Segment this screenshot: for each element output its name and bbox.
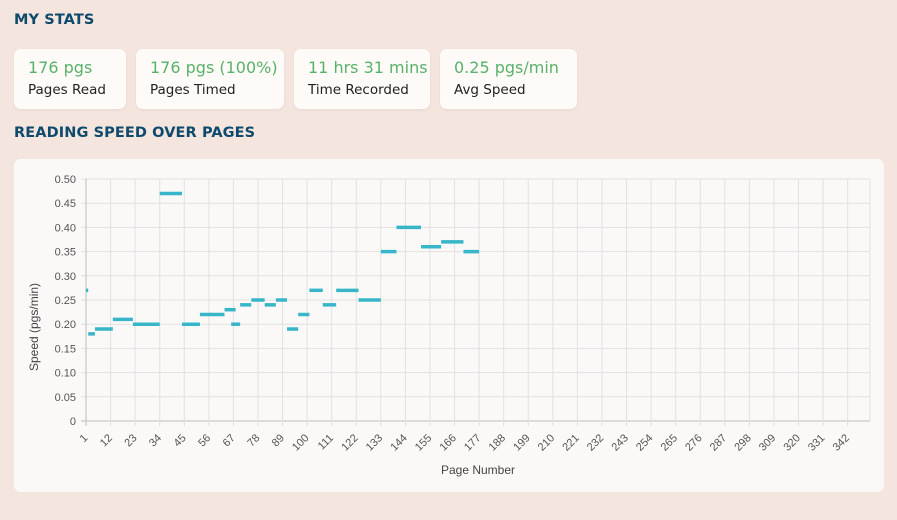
stat-value: 176 pgs (100%)	[150, 58, 278, 77]
stat-label: Pages Read	[28, 82, 106, 98]
reading-speed-title: READING SPEED OVER PAGES	[14, 125, 256, 141]
stat-value: 0.25 pgs/min	[454, 58, 559, 77]
y-tick-label: 0.05	[55, 392, 76, 404]
stat-label: Avg Speed	[454, 82, 526, 98]
stat-card-avg-speed: 0.25 pgs/min Avg Speed	[440, 49, 577, 109]
x-tick-label: 133	[364, 432, 385, 453]
my-stats-title: MY STATS	[14, 12, 95, 28]
x-tick-label: 34	[147, 432, 164, 449]
y-tick-labels: 0 0.05 0.10 0.15 0.20 0.25 0.30 0.35 0.40 0.45 0.5…	[55, 174, 76, 428]
stat-value: 11 hrs 31 mins	[308, 58, 428, 77]
x-tick-label: 199	[511, 432, 532, 453]
x-axis-label: Page Number	[441, 463, 515, 477]
x-tick-label: 111	[316, 432, 336, 452]
stat-card-time-recorded: 11 hrs 31 mins Time Recorded	[294, 49, 430, 109]
y-tick-label: 0.40	[55, 222, 76, 234]
y-axis-label: Speed (pgs/min)	[27, 283, 41, 371]
x-tick-label: 210	[536, 432, 557, 453]
x-tick-label: 276	[683, 432, 704, 453]
chart-grid	[81, 178, 871, 426]
x-tick-label: 298	[732, 432, 753, 453]
x-tick-label: 155	[413, 432, 434, 453]
x-tick-labels: 1 12 23 34 45 56 67 78 89 100 111 122 133 144 155 166 17…	[78, 432, 852, 453]
stat-card-pages-timed: 176 pgs (100%) Pages Timed	[136, 49, 284, 109]
x-tick-label: 56	[196, 432, 213, 449]
y-tick-label: 0.30	[55, 271, 76, 283]
x-tick-label: 78	[245, 432, 262, 449]
stat-value: 176 pgs	[28, 58, 93, 77]
stat-label: Time Recorded	[308, 82, 409, 98]
stat-card-pages-read: 176 pgs Pages Read	[14, 49, 126, 109]
x-tick-label: 89	[270, 432, 287, 449]
x-tick-label: 177	[462, 432, 483, 453]
x-tick-label: 331	[806, 432, 827, 453]
y-tick-label: 0.35	[55, 247, 76, 259]
x-tick-label: 45	[172, 432, 189, 449]
x-tick-label: 67	[221, 432, 238, 449]
chart-series	[86, 191, 480, 336]
y-tick-label: 0	[70, 416, 76, 428]
x-tick-label: 265	[659, 432, 680, 453]
reading-speed-chart: 0 0.05 0.10 0.15 0.20 0.25 0.30 0.35 0.40 0.45 0.5…	[14, 159, 884, 492]
x-tick-label: 342	[831, 432, 852, 453]
x-tick-label: 243	[609, 432, 630, 453]
x-tick-label: 188	[487, 432, 508, 453]
y-tick-label: 0.45	[55, 198, 76, 210]
y-tick-label: 0.20	[55, 319, 76, 331]
y-tick-label: 0.25	[55, 295, 76, 307]
x-tick-label: 287	[708, 432, 729, 453]
x-tick-label: 1	[78, 432, 91, 445]
x-tick-label: 100	[290, 432, 311, 453]
x-tick-label: 232	[585, 432, 606, 453]
x-tick-label: 166	[437, 432, 458, 453]
x-tick-label: 122	[339, 432, 360, 453]
y-tick-label: 0.10	[55, 368, 76, 380]
chart-svg: 0 0.05 0.10 0.15 0.20 0.25 0.30 0.35 0.40 0.45 0.5…	[27, 174, 871, 477]
y-tick-label: 0.50	[55, 174, 76, 186]
y-tick-label: 0.15	[55, 343, 76, 355]
x-tick-label: 23	[122, 432, 139, 449]
x-tick-label: 309	[757, 432, 778, 453]
x-tick-label: 320	[781, 432, 802, 453]
stat-label: Pages Timed	[150, 82, 236, 98]
x-tick-label: 221	[560, 432, 581, 453]
x-tick-label: 254	[634, 432, 655, 453]
x-tick-label: 12	[98, 432, 115, 449]
x-tick-label: 144	[388, 432, 409, 453]
